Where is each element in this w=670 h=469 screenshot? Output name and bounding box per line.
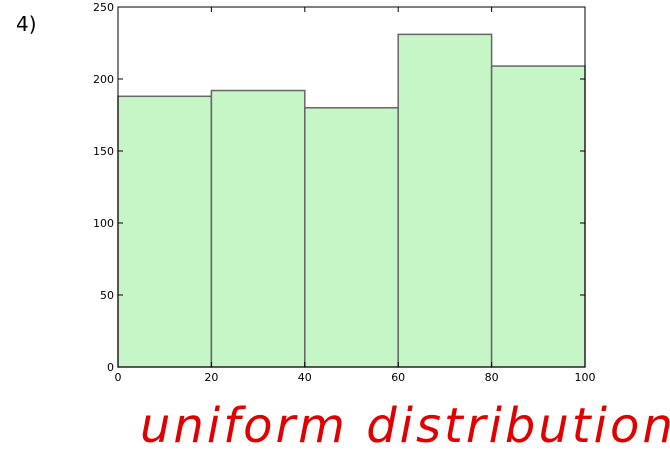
histogram-bar-2 [210, 89, 306, 368]
y-tick-label: 200 [93, 73, 114, 86]
x-tick-label: 80 [485, 371, 499, 384]
handwritten-annotation: uniform distribution [140, 398, 670, 454]
y-tick-label: 100 [93, 217, 114, 230]
histogram-bar-4 [397, 33, 493, 368]
y-axis-ticks: 0 50 100 150 200 250 [93, 1, 585, 374]
plot-frame [117, 6, 586, 368]
x-tick-label: 60 [391, 371, 405, 384]
x-tick-label: 100 [575, 371, 596, 384]
histogram-bar-1 [117, 95, 213, 368]
x-tick-label: 20 [204, 371, 218, 384]
question-number: 4) [16, 12, 37, 36]
x-tick-label: 0 [115, 371, 122, 384]
y-tick-label: 250 [93, 1, 114, 14]
x-axis-ticks: 0 20 40 60 80 100 [115, 7, 596, 384]
histogram-chart: 0 20 40 60 80 100 0 50 100 150 200 250 [93, 1, 596, 384]
bars-group [117, 33, 586, 368]
histogram-bar-5 [490, 65, 586, 368]
histogram-bar-3 [304, 107, 399, 368]
x-tick-label: 40 [298, 371, 312, 384]
y-tick-label: 0 [107, 361, 114, 374]
y-tick-label: 150 [93, 145, 114, 158]
y-tick-label: 50 [100, 289, 114, 302]
